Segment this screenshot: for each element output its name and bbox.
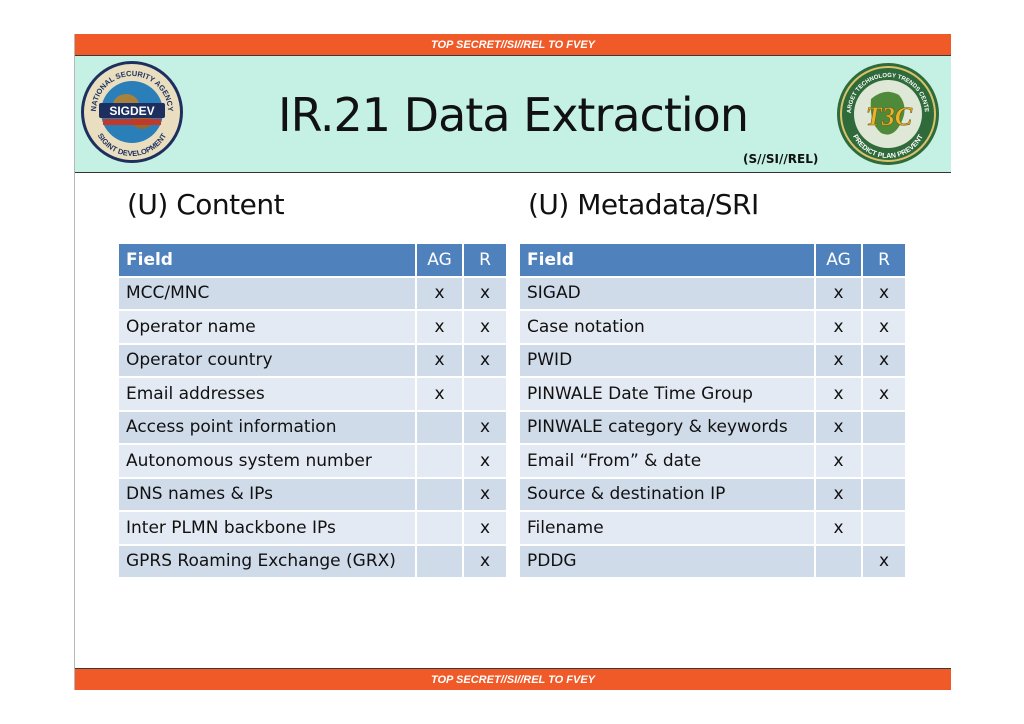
table-row: GPRS Roaming Exchange (GRX) x [119, 545, 506, 577]
field-cell: Email “From” & date [520, 445, 814, 477]
ag-cell: x [816, 311, 861, 343]
r-cell: x [464, 311, 506, 343]
table-row: PDDG x [520, 545, 905, 577]
table-row: PWID x x [520, 344, 905, 376]
metadata-heading: (U) Metadata/SRI [528, 188, 759, 221]
r-cell: x [464, 277, 506, 309]
sigdev-seal-icon: SIGDEV NATIONAL SECURITY AGENCY SIGINT D… [81, 61, 183, 163]
ag-cell: x [417, 378, 462, 410]
slide: TOP SECRET//SI//REL TO FVEY SIGDEV NATIO… [74, 34, 951, 690]
ag-cell: x [816, 445, 861, 477]
column-header-field: Field [520, 244, 814, 276]
field-cell: Email addresses [119, 378, 415, 410]
table-row: Operator name x x [119, 311, 506, 343]
field-cell: PINWALE category & keywords [520, 411, 814, 443]
field-cell: PWID [520, 344, 814, 376]
ag-cell: x [816, 344, 861, 376]
field-cell: MCC/MNC [119, 277, 415, 309]
ttc-seal-icon: T3C TARGET TECHNOLOGY TRENDS CENTER PRED… [835, 61, 939, 165]
r-cell [863, 512, 905, 544]
ag-cell [417, 512, 462, 544]
table-row: Operator country x x [119, 344, 506, 376]
ag-cell [417, 445, 462, 477]
field-cell: Source & destination IP [520, 478, 814, 510]
ag-cell: x [816, 378, 861, 410]
ag-cell: x [417, 277, 462, 309]
field-cell: Operator country [119, 344, 415, 376]
field-cell: GPRS Roaming Exchange (GRX) [119, 545, 415, 577]
table-row: SIGAD x x [520, 277, 905, 309]
field-cell: Inter PLMN backbone IPs [119, 512, 415, 544]
r-cell: x [863, 545, 905, 577]
r-cell: x [464, 545, 506, 577]
table-row: Filename x [520, 512, 905, 544]
classification-marking: (S//SI//REL) [743, 152, 819, 166]
r-cell [863, 478, 905, 510]
field-cell: Filename [520, 512, 814, 544]
field-cell: Autonomous system number [119, 445, 415, 477]
column-header-field: Field [119, 244, 415, 276]
ag-cell [417, 545, 462, 577]
metadata-table: Field AG R SIGAD x x Case notation x x PWID x… [518, 242, 907, 579]
table-row: Inter PLMN backbone IPs x [119, 512, 506, 544]
table-row: PINWALE Date Time Group x x [520, 378, 905, 410]
field-cell: DNS names & IPs [119, 478, 415, 510]
ag-cell: x [816, 478, 861, 510]
r-cell [863, 411, 905, 443]
column-header-r: R [863, 244, 905, 276]
content-heading: (U) Content [127, 188, 285, 221]
r-cell [863, 445, 905, 477]
field-cell: PDDG [520, 545, 814, 577]
ag-cell [816, 545, 861, 577]
r-cell: x [464, 445, 506, 477]
table-row: Source & destination IP x [520, 478, 905, 510]
table-row: Autonomous system number x [119, 445, 506, 477]
classification-banner-top: TOP SECRET//SI//REL TO FVEY [75, 34, 951, 56]
sigdev-seal-text: SIGDEV [109, 104, 154, 118]
field-cell: Access point information [119, 411, 415, 443]
field-cell: Operator name [119, 311, 415, 343]
column-header-r: R [464, 244, 506, 276]
table-row: Access point information x [119, 411, 506, 443]
r-cell: x [863, 344, 905, 376]
table-row: DNS names & IPs x [119, 478, 506, 510]
ag-cell: x [417, 311, 462, 343]
table-row: Email “From” & date x [520, 445, 905, 477]
column-header-ag: AG [816, 244, 861, 276]
metadata-table-header: Field AG R [520, 244, 905, 276]
r-cell: x [464, 478, 506, 510]
field-cell: Case notation [520, 311, 814, 343]
table-row: Case notation x x [520, 311, 905, 343]
r-cell: x [464, 344, 506, 376]
ag-cell [417, 411, 462, 443]
content-table: Field AG R MCC/MNC x x Operator name x x Ope… [117, 242, 508, 579]
ag-cell [417, 478, 462, 510]
header: SIGDEV NATIONAL SECURITY AGENCY SIGINT D… [75, 56, 951, 173]
table-row: MCC/MNC x x [119, 277, 506, 309]
field-cell: SIGAD [520, 277, 814, 309]
r-cell: x [863, 277, 905, 309]
r-cell: x [464, 411, 506, 443]
ag-cell: x [816, 277, 861, 309]
r-cell: x [464, 512, 506, 544]
classification-banner-bottom: TOP SECRET//SI//REL TO FVEY [75, 668, 951, 690]
field-cell: PINWALE Date Time Group [520, 378, 814, 410]
page-title: IR.21 Data Extraction [278, 88, 749, 142]
content-table-header: Field AG R [119, 244, 506, 276]
table-row: Email addresses x [119, 378, 506, 410]
column-header-ag: AG [417, 244, 462, 276]
ag-cell: x [816, 512, 861, 544]
table-row: PINWALE category & keywords x [520, 411, 905, 443]
ttc-seal-text: T3C [866, 102, 913, 131]
r-cell [464, 378, 506, 410]
ag-cell: x [417, 344, 462, 376]
r-cell: x [863, 378, 905, 410]
ag-cell: x [816, 411, 861, 443]
r-cell: x [863, 311, 905, 343]
